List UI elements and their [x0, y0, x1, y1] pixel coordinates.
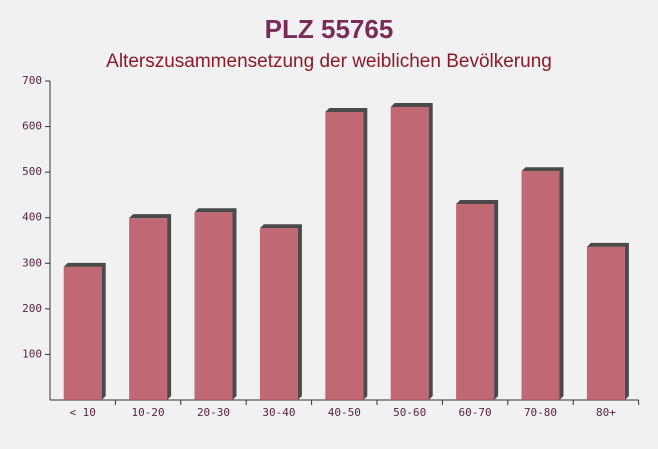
- bar: [194, 212, 233, 400]
- bar: [586, 246, 625, 400]
- bar: [325, 111, 364, 400]
- y-tick-label: 300: [22, 256, 42, 269]
- bar: [129, 218, 168, 400]
- x-tick-label: 20-30: [197, 406, 230, 419]
- y-tick-label: 100: [22, 347, 42, 360]
- x-tick-label: 70-80: [524, 406, 557, 419]
- bar: [390, 106, 429, 401]
- y-tick-label: 600: [22, 120, 42, 133]
- chart-title: PLZ 55765: [265, 14, 394, 44]
- y-tick-label: 500: [22, 165, 42, 178]
- x-tick-label: 60-70: [459, 406, 492, 419]
- y-tick-label: 200: [22, 302, 42, 315]
- x-tick-label: 50-60: [393, 406, 426, 419]
- bar: [63, 266, 102, 400]
- bar: [456, 204, 495, 400]
- x-tick-label: 80+: [596, 406, 616, 419]
- bar: [521, 171, 560, 400]
- y-tick-label: 400: [22, 211, 42, 224]
- x-tick-label: < 10: [69, 406, 96, 419]
- chart-subtitle: Alterszusammensetzung der weiblichen Bev…: [106, 51, 552, 72]
- y-tick-label: 700: [22, 74, 42, 87]
- x-tick-label: 30-40: [262, 406, 295, 419]
- x-tick-label: 10-20: [132, 406, 165, 419]
- bar: [259, 228, 298, 400]
- x-tick-label: 40-50: [328, 406, 361, 419]
